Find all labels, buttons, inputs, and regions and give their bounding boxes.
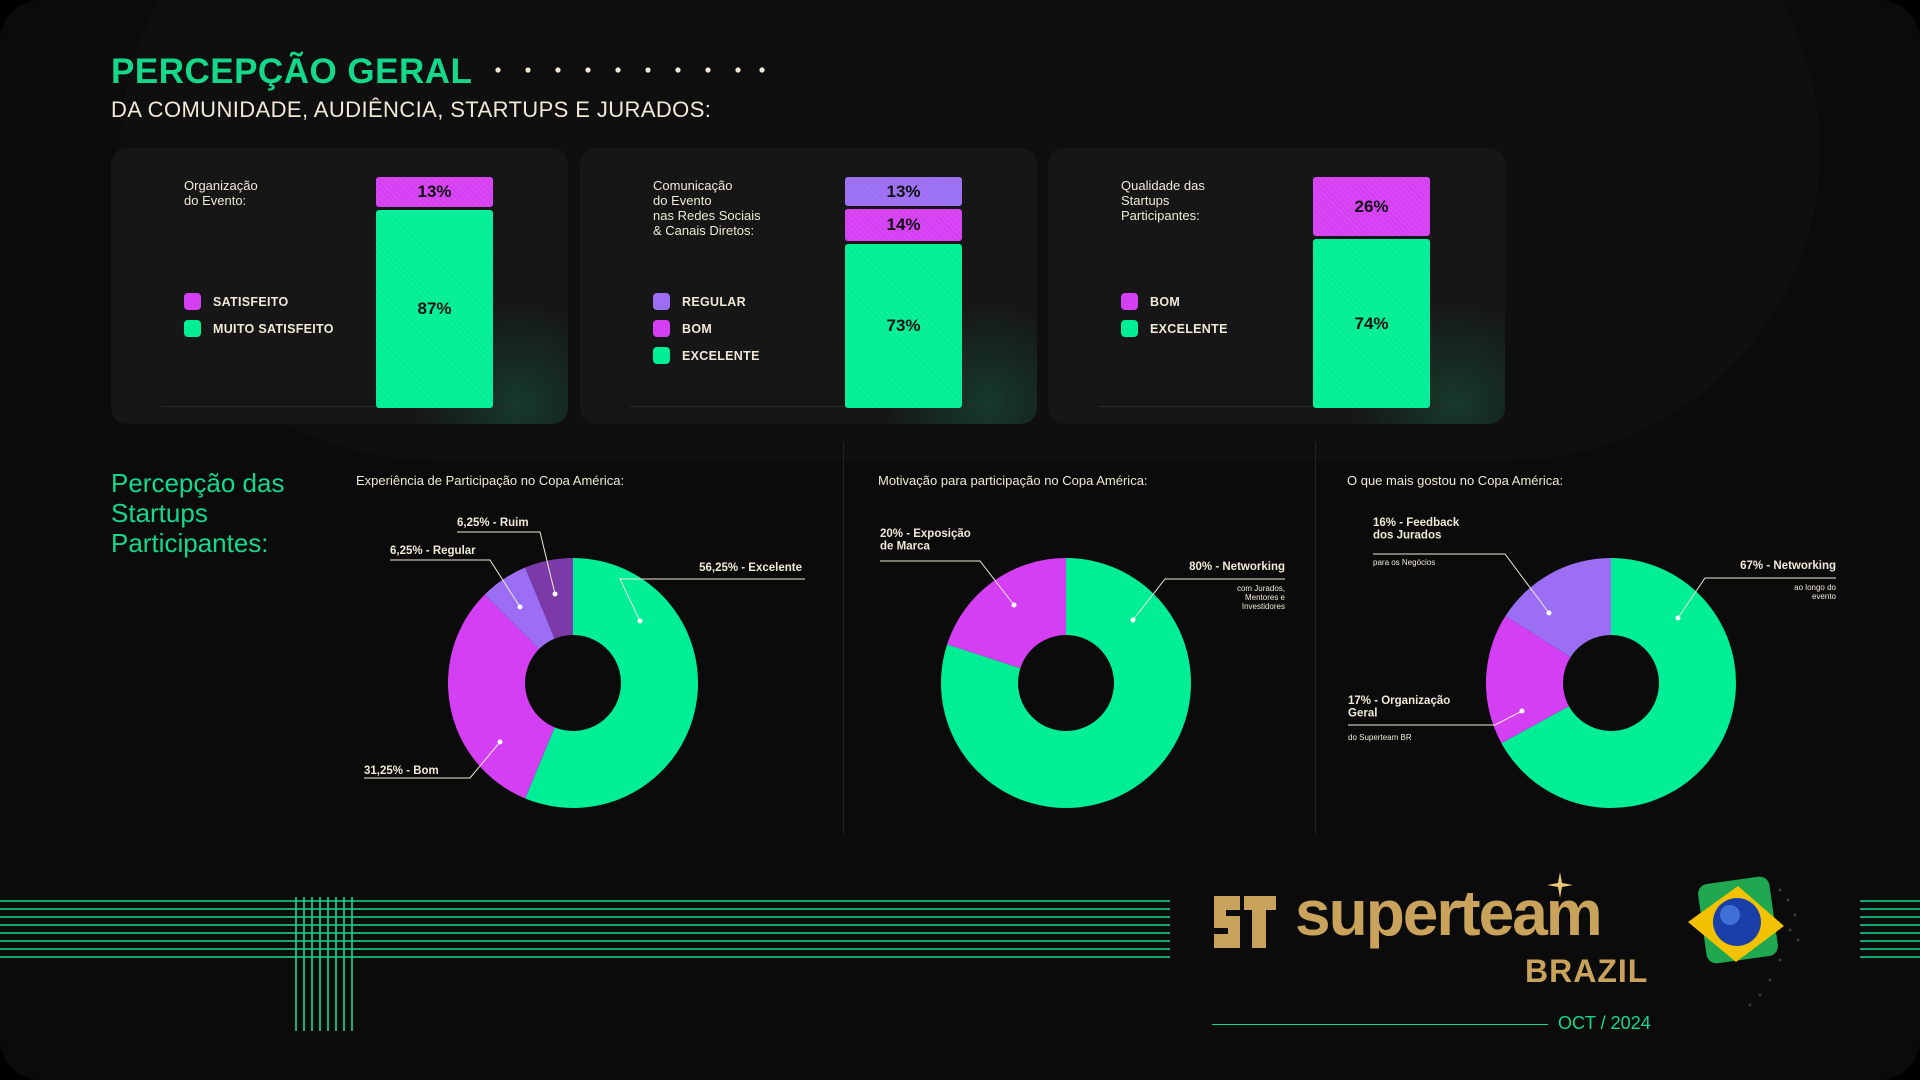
slice-label: 6,25% - Regular bbox=[390, 545, 476, 557]
bar-segment: 26% bbox=[1313, 177, 1430, 237]
slice-label: 6,25% - Ruim bbox=[457, 517, 529, 529]
legend-swatch bbox=[653, 293, 670, 310]
legend-label: EXCELENTE bbox=[1150, 321, 1228, 336]
slice-label: 31,25% - Bom bbox=[364, 765, 439, 777]
legend-item: BOM bbox=[1121, 288, 1228, 315]
bar-legend: SATISFEITO MUITO SATISFEITO bbox=[184, 288, 334, 342]
slice-sublabel: para os Negócios bbox=[1373, 558, 1435, 567]
leader-dot bbox=[1011, 602, 1017, 608]
donut-slice bbox=[1486, 616, 1571, 744]
legend-swatch bbox=[653, 347, 670, 364]
brazil-flag-icon bbox=[1688, 876, 1800, 1007]
leader-line bbox=[390, 559, 521, 608]
leader-line bbox=[1373, 553, 1550, 614]
leader-dot bbox=[552, 591, 558, 597]
title-dots-decoration bbox=[495, 67, 765, 73]
leader-line bbox=[364, 741, 501, 779]
donut-chart-title: Motivação para participação no Copa Amér… bbox=[878, 473, 1148, 488]
bar-baseline bbox=[1098, 406, 1448, 407]
legend-item: EXCELENTE bbox=[1121, 315, 1228, 342]
donut-chart-title: O que mais gostou no Copa América: bbox=[1347, 473, 1563, 488]
bar-baseline bbox=[161, 406, 511, 407]
legend-swatch bbox=[184, 320, 201, 337]
donut-slice bbox=[1501, 558, 1737, 808]
donut-slice bbox=[448, 594, 555, 799]
slice-sublabel: ao longo do evento bbox=[1794, 583, 1836, 601]
bar-legend: REGULAR BOM EXCELENTE bbox=[653, 288, 760, 369]
brand-country: BRAZIL bbox=[1525, 953, 1649, 989]
legend-swatch bbox=[184, 293, 201, 310]
donut-slice bbox=[941, 558, 1191, 809]
page-title: PERCEPÇÃO GERAL bbox=[111, 52, 473, 91]
legend-item: EXCELENTE bbox=[653, 342, 760, 369]
leader-line bbox=[1132, 578, 1285, 621]
sparkle-icon bbox=[1547, 872, 1573, 898]
slice-label: 56,25% - Excelente bbox=[699, 562, 802, 574]
leader-line bbox=[1677, 577, 1836, 619]
stripes-decoration-right bbox=[1860, 900, 1920, 958]
bar-card-organizacao: Organização do Evento: SATISFEITO MUITO SA… bbox=[111, 148, 568, 424]
legend-swatch bbox=[653, 320, 670, 337]
superteam-logo-icon bbox=[1214, 896, 1276, 948]
slice-sublabel: do Superteam BR bbox=[1348, 733, 1412, 742]
bar-segment: 74% bbox=[1313, 239, 1430, 408]
slice-label: 17% - Organização Geral bbox=[1348, 695, 1450, 720]
legend-label: MUITO SATISFEITO bbox=[213, 321, 334, 336]
legend-swatch bbox=[1121, 320, 1138, 337]
legend-item: SATISFEITO bbox=[184, 288, 334, 315]
date-line bbox=[1212, 1024, 1548, 1025]
leader-dot bbox=[637, 618, 643, 624]
column-divider bbox=[843, 442, 844, 834]
legend-item: REGULAR bbox=[653, 288, 760, 315]
brand-name: superteam bbox=[1295, 877, 1603, 949]
slice-label: 80% - Networking bbox=[1189, 561, 1285, 573]
donut-chart-title: Experiência de Participação no Copa Amér… bbox=[356, 473, 624, 488]
stripes-decoration bbox=[0, 897, 1170, 1031]
bar-card-comunicacao: Comunicação do Evento nas Redes Sociais … bbox=[580, 148, 1037, 424]
bar-segment: 87% bbox=[376, 209, 493, 408]
bar-segment: 73% bbox=[845, 243, 962, 408]
legend-item: MUITO SATISFEITO bbox=[184, 315, 334, 342]
date-label: OCT / 2024 bbox=[1558, 1013, 1651, 1033]
slice-label: 20% - Exposição de Marca bbox=[880, 528, 971, 553]
bar-legend: BOM EXCELENTE bbox=[1121, 288, 1228, 342]
leader-dot bbox=[1675, 615, 1681, 621]
bar-segment: 13% bbox=[376, 177, 493, 207]
leader-dot bbox=[497, 739, 503, 745]
donut-slice bbox=[947, 558, 1066, 669]
donut-slice bbox=[1505, 558, 1611, 658]
leader-line bbox=[457, 531, 556, 595]
donut-slice bbox=[525, 558, 573, 639]
bar-segment: 13% bbox=[845, 177, 962, 207]
bar-chart-title: Qualidade das Startups Participantes: bbox=[1121, 178, 1205, 223]
slice-sublabel: com Jurados, Mentores e Investidores bbox=[1237, 584, 1286, 611]
legend-item: BOM bbox=[653, 315, 760, 342]
bar-baseline bbox=[630, 406, 980, 407]
slice-label: 67% - Networking bbox=[1740, 560, 1836, 572]
legend-label: BOM bbox=[1150, 294, 1181, 309]
legend-swatch bbox=[1121, 293, 1138, 310]
bar-chart-title: Comunicação do Evento nas Redes Sociais … bbox=[653, 178, 761, 238]
slice-label: 16% - Feedback dos Jurados bbox=[1373, 517, 1460, 542]
page-subtitle: DA COMUNIDADE, AUDIÊNCIA, STARTUPS E JUR… bbox=[111, 97, 712, 122]
donut-charts: Experiência de Participação no Copa Amér… bbox=[356, 473, 1837, 809]
bar-segment: 14% bbox=[845, 209, 962, 241]
legend-label: EXCELENTE bbox=[682, 348, 760, 363]
leader-dot bbox=[1130, 617, 1136, 623]
column-divider bbox=[1315, 442, 1316, 834]
bar-chart-title: Organização do Evento: bbox=[184, 178, 258, 208]
legend-label: SATISFEITO bbox=[213, 294, 289, 309]
leader-line bbox=[619, 578, 805, 622]
legend-label: BOM bbox=[682, 321, 713, 336]
leader-line bbox=[880, 560, 1015, 606]
leader-line bbox=[1348, 710, 1523, 726]
donut-slice bbox=[525, 558, 698, 808]
section-title: Percepção das Startups Participantes: bbox=[111, 468, 285, 558]
legend-label: REGULAR bbox=[682, 294, 746, 309]
leader-dot bbox=[1519, 708, 1525, 714]
leader-dot bbox=[517, 604, 523, 610]
bar-card-qualidade: Qualidade das Startups Participantes: BOM… bbox=[1048, 148, 1505, 424]
leader-dot bbox=[1546, 610, 1552, 616]
